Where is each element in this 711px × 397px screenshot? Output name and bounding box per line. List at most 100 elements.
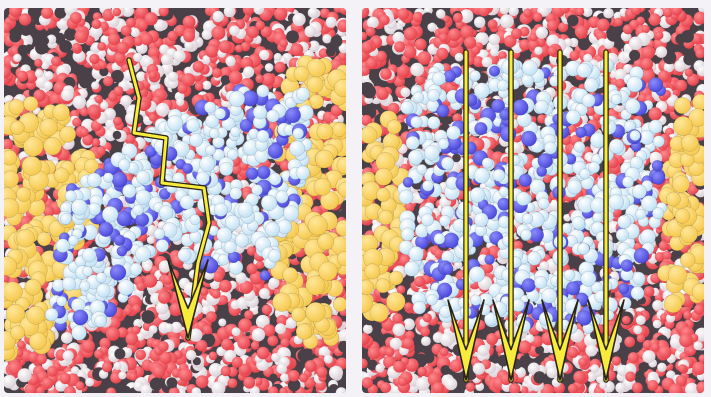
protein-atom bbox=[216, 226, 233, 243]
protein-atom bbox=[72, 309, 89, 326]
water-atom bbox=[212, 10, 224, 23]
water-atom bbox=[237, 336, 251, 350]
water-atom bbox=[202, 80, 212, 90]
water-atom bbox=[185, 350, 197, 361]
water-atom bbox=[338, 340, 346, 353]
water-atom bbox=[140, 32, 153, 46]
lipid-atom bbox=[26, 305, 46, 325]
water-atom bbox=[258, 288, 270, 299]
protein-atom bbox=[213, 202, 229, 217]
flow-arrow-1 bbox=[126, 57, 212, 341]
water-atom bbox=[255, 74, 264, 84]
protein-atom bbox=[260, 194, 278, 212]
lipid-atom bbox=[333, 79, 346, 98]
water-atom bbox=[558, 22, 569, 33]
water-atom bbox=[140, 384, 152, 393]
water-atom bbox=[208, 351, 218, 361]
water-atom bbox=[129, 372, 138, 381]
water-atom bbox=[239, 280, 253, 294]
protein-atom bbox=[295, 87, 310, 102]
water-atom bbox=[78, 75, 93, 89]
water-atom bbox=[229, 25, 240, 37]
water-atom bbox=[304, 25, 317, 38]
water-atom bbox=[624, 336, 636, 348]
water-atom bbox=[183, 30, 196, 43]
water-atom bbox=[91, 81, 100, 90]
water-atom bbox=[94, 95, 103, 104]
lipid-atom bbox=[10, 120, 25, 136]
protein-atom bbox=[81, 247, 97, 263]
protein-atom bbox=[59, 213, 72, 225]
lipid-atom bbox=[336, 156, 346, 175]
water-atom bbox=[268, 386, 279, 393]
protein-atom bbox=[256, 165, 271, 180]
water-atom bbox=[120, 25, 132, 36]
lipid-atom bbox=[337, 181, 346, 198]
lipid-atom bbox=[4, 281, 23, 302]
water-atom bbox=[123, 347, 133, 357]
protein-atom bbox=[56, 295, 68, 307]
water-atom bbox=[161, 62, 174, 75]
water-atom bbox=[170, 321, 182, 333]
water-atom bbox=[235, 272, 247, 284]
lipid-atom bbox=[307, 215, 328, 236]
protein-atom bbox=[158, 205, 174, 220]
water-atom bbox=[43, 81, 53, 91]
water-atom bbox=[137, 19, 149, 31]
lipid-atom bbox=[24, 278, 42, 296]
water-atom bbox=[173, 50, 186, 63]
water-atom bbox=[261, 72, 275, 87]
water-atom bbox=[64, 28, 77, 41]
lipid-atom bbox=[16, 186, 31, 202]
protein-atom bbox=[135, 246, 151, 262]
water-atom bbox=[246, 263, 258, 275]
water-atom bbox=[235, 44, 243, 53]
protein-left bbox=[44, 83, 314, 341]
water-atom bbox=[232, 356, 243, 368]
water-atom bbox=[236, 297, 249, 310]
water-atom bbox=[227, 378, 238, 388]
protein-atom bbox=[166, 114, 184, 132]
water-atom bbox=[323, 354, 333, 364]
lipid-atom bbox=[317, 233, 335, 251]
protein-atom bbox=[61, 276, 77, 291]
water-atom bbox=[87, 104, 101, 118]
protein-atom bbox=[219, 161, 234, 177]
protein-atom bbox=[179, 194, 195, 210]
water-atom bbox=[316, 366, 328, 378]
water-atom bbox=[99, 337, 111, 349]
protein-atom bbox=[86, 172, 102, 188]
protein-atom bbox=[132, 204, 144, 216]
lipid-atom bbox=[83, 158, 100, 174]
arrow-head bbox=[167, 259, 209, 339]
water-atom bbox=[211, 25, 226, 40]
water-atom bbox=[338, 51, 346, 61]
water-atom bbox=[202, 325, 212, 335]
water-atom bbox=[614, 17, 623, 27]
lipid-atom bbox=[293, 65, 310, 82]
water-atom bbox=[75, 381, 85, 391]
protein-atom bbox=[199, 156, 216, 173]
water-atom bbox=[246, 246, 257, 256]
protein-atom bbox=[189, 214, 201, 226]
protein-atom bbox=[95, 272, 107, 284]
water-atom bbox=[97, 42, 107, 51]
lipid-atom bbox=[43, 136, 62, 156]
protein-atom bbox=[189, 133, 204, 148]
water-atom bbox=[149, 377, 163, 391]
water-atom bbox=[176, 97, 185, 106]
lipid-left bbox=[4, 96, 106, 362]
water-atom bbox=[191, 387, 201, 393]
water-atom bbox=[59, 372, 71, 385]
water-atom bbox=[256, 260, 265, 269]
protein-atom bbox=[205, 144, 216, 156]
water-atom bbox=[155, 102, 170, 117]
water-atom bbox=[276, 315, 288, 327]
water-atom bbox=[17, 368, 32, 383]
water-atom bbox=[71, 366, 80, 375]
water-atom bbox=[244, 310, 254, 320]
water-atom bbox=[112, 8, 122, 17]
water-atom bbox=[4, 274, 10, 284]
water-atom bbox=[220, 365, 231, 377]
water-atom bbox=[201, 29, 213, 40]
